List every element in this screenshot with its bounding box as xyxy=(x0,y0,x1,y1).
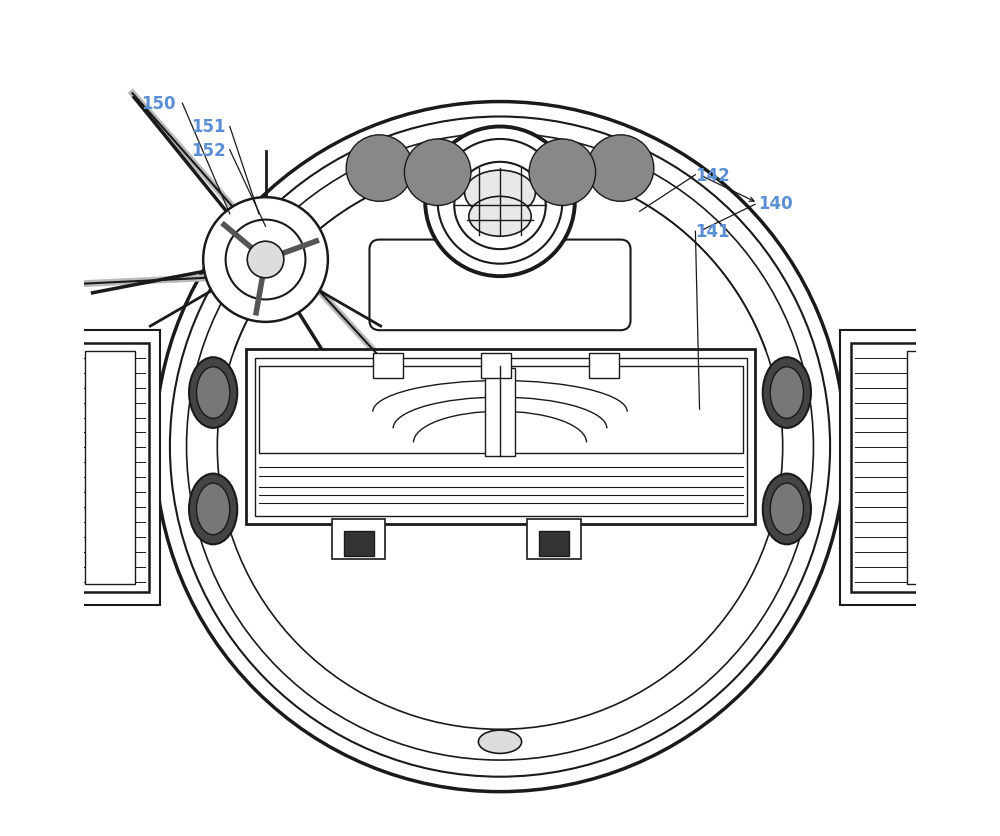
Bar xyxy=(373,354,403,379)
Ellipse shape xyxy=(598,152,643,186)
Bar xyxy=(851,344,922,593)
Ellipse shape xyxy=(415,156,461,190)
Bar xyxy=(485,369,515,456)
Bar xyxy=(539,531,569,556)
Circle shape xyxy=(529,140,596,206)
Ellipse shape xyxy=(197,367,230,419)
Bar xyxy=(246,350,755,524)
FancyBboxPatch shape xyxy=(369,240,631,331)
Ellipse shape xyxy=(454,163,546,250)
Text: 142: 142 xyxy=(695,166,730,185)
Text: 140: 140 xyxy=(758,195,792,212)
Ellipse shape xyxy=(197,483,230,535)
Ellipse shape xyxy=(478,731,522,753)
Circle shape xyxy=(187,134,813,760)
Bar xyxy=(78,344,149,593)
Ellipse shape xyxy=(348,145,411,193)
Circle shape xyxy=(170,117,830,777)
Bar xyxy=(907,352,957,584)
Text: 141: 141 xyxy=(695,223,730,241)
Ellipse shape xyxy=(189,358,237,428)
Bar xyxy=(85,352,135,584)
Text: 151: 151 xyxy=(191,119,225,136)
Ellipse shape xyxy=(770,367,803,419)
Bar xyxy=(332,519,385,559)
Circle shape xyxy=(217,165,783,730)
Circle shape xyxy=(404,140,471,206)
Bar xyxy=(259,366,743,454)
Bar xyxy=(344,531,374,556)
Circle shape xyxy=(247,242,284,278)
Ellipse shape xyxy=(763,474,811,544)
Ellipse shape xyxy=(531,149,594,197)
Circle shape xyxy=(226,221,305,300)
Bar xyxy=(481,354,511,379)
Ellipse shape xyxy=(357,152,402,186)
Text: 150: 150 xyxy=(141,95,175,113)
Ellipse shape xyxy=(770,483,803,535)
Ellipse shape xyxy=(539,156,585,190)
Ellipse shape xyxy=(189,474,237,544)
Bar xyxy=(527,519,581,559)
Bar xyxy=(840,331,932,605)
Text: 152: 152 xyxy=(191,141,225,160)
Ellipse shape xyxy=(406,149,469,197)
Bar xyxy=(589,354,619,379)
Ellipse shape xyxy=(465,171,535,217)
Circle shape xyxy=(587,135,654,202)
Circle shape xyxy=(155,103,845,792)
Ellipse shape xyxy=(589,145,652,193)
Circle shape xyxy=(346,135,413,202)
Ellipse shape xyxy=(469,197,531,237)
Bar xyxy=(68,331,160,605)
Ellipse shape xyxy=(763,358,811,428)
Circle shape xyxy=(438,140,562,264)
Bar xyxy=(255,358,747,516)
Circle shape xyxy=(425,127,575,277)
Circle shape xyxy=(203,198,328,323)
